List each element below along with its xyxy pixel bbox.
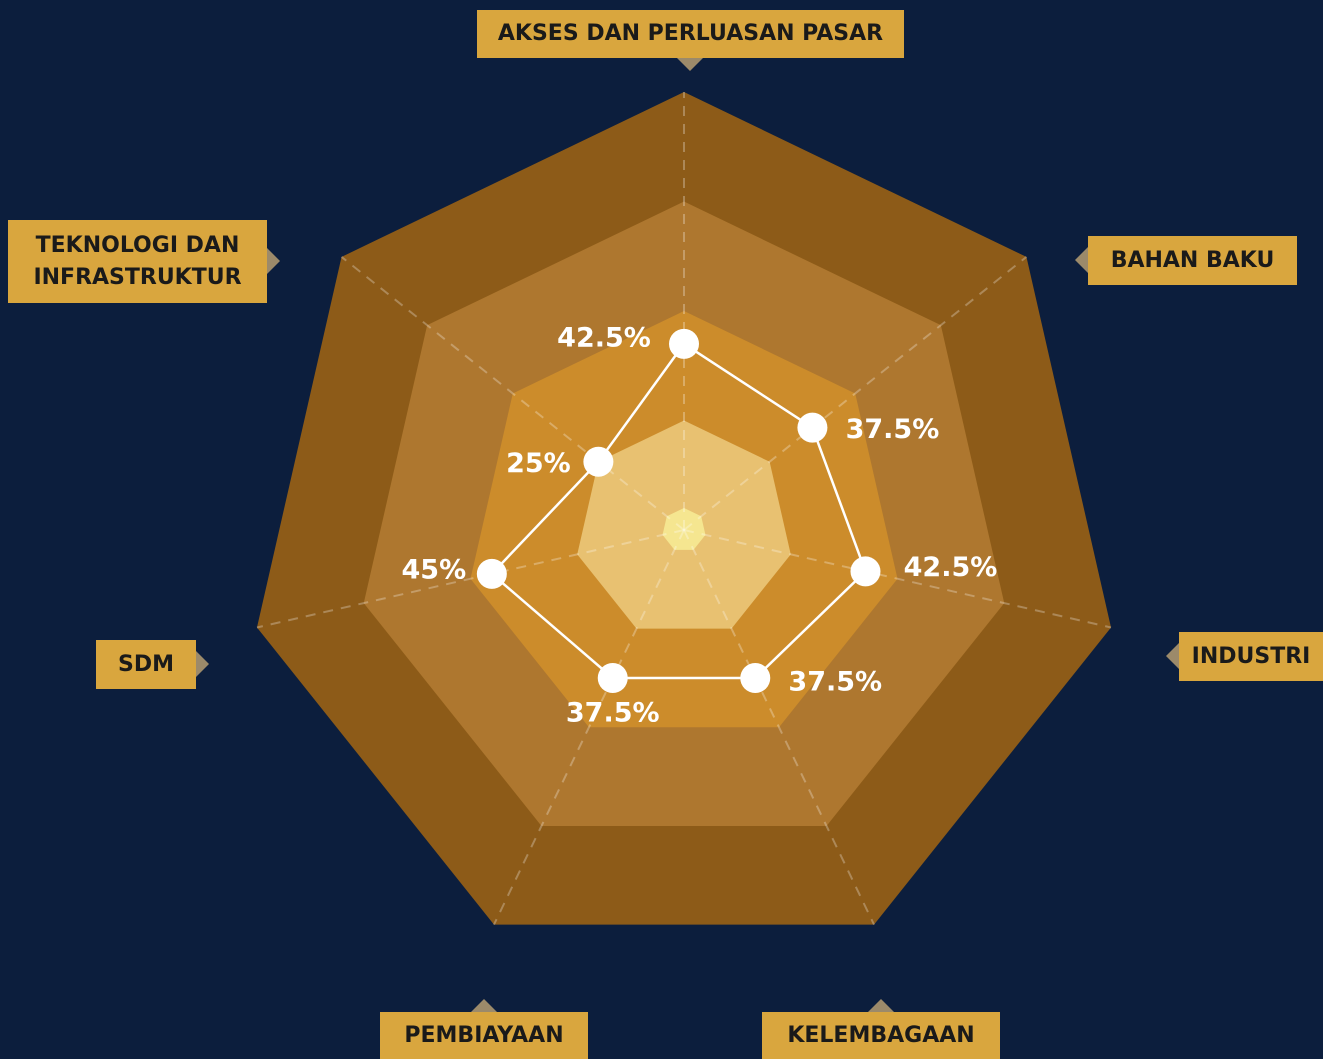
spoke xyxy=(340,256,685,531)
value-label: 42.5% xyxy=(904,552,998,583)
data-point xyxy=(797,412,828,443)
data-point xyxy=(583,446,614,477)
spoke xyxy=(493,529,685,926)
center-dot xyxy=(662,508,706,550)
spoke xyxy=(683,256,1028,531)
value-label: 37.5% xyxy=(788,666,882,697)
axis-label: BAHAN BAKU xyxy=(1088,236,1297,285)
value-label: 37.5% xyxy=(846,414,940,445)
axis-label: SDM xyxy=(96,640,196,689)
axis-label: AKSES DAN PERLUASAN PASAR xyxy=(477,10,904,58)
series-line xyxy=(490,342,867,680)
label-pointer xyxy=(1075,247,1088,273)
data-point xyxy=(597,662,628,693)
data-point xyxy=(669,328,699,359)
axis-label: INDUSTRI xyxy=(1179,632,1323,681)
data-point xyxy=(850,556,881,587)
data-point xyxy=(476,558,507,589)
label-pointer xyxy=(267,248,280,274)
label-pointer xyxy=(868,999,894,1012)
value-label: 25% xyxy=(506,448,571,479)
axis-label: KELEMBAGAAN xyxy=(762,1012,1000,1059)
data-point xyxy=(740,662,771,693)
spoke xyxy=(256,529,685,629)
spoke xyxy=(683,529,1112,629)
label-pointer xyxy=(471,999,497,1012)
value-label: 42.5% xyxy=(557,322,651,353)
axis-label: PEMBIAYAAN xyxy=(380,1012,588,1059)
value-label: 45% xyxy=(402,554,467,585)
value-label: 37.5% xyxy=(566,697,660,728)
axis-label: TEKNOLOGI DAN INFRASTRUKTUR xyxy=(8,220,267,303)
label-pointer xyxy=(196,651,209,677)
spoke xyxy=(683,529,875,926)
label-pointer xyxy=(677,58,703,71)
label-pointer xyxy=(1166,643,1179,669)
